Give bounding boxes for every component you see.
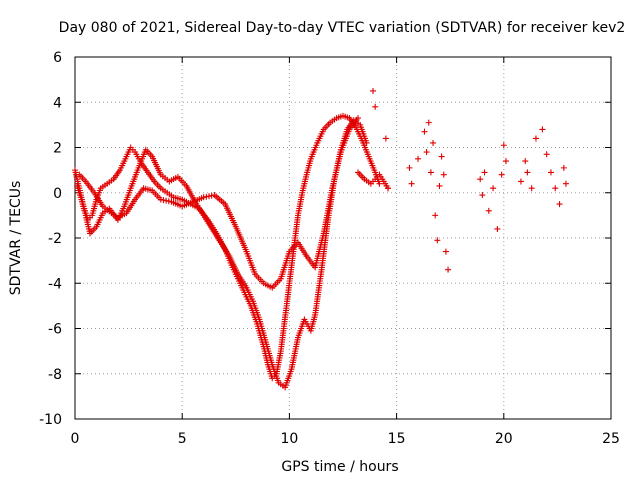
y-axis-tick-labels: -10 -8 -6 -4 -2 0 2 4 6 <box>39 50 62 428</box>
data-point <box>425 119 432 126</box>
data-point <box>528 185 535 192</box>
chart-grid <box>75 57 611 419</box>
y-axis-label: SDTVAR / TECUs <box>8 181 24 296</box>
data-point <box>532 135 539 142</box>
data-point <box>163 197 170 204</box>
data-point <box>432 212 439 219</box>
data-point <box>556 201 563 208</box>
data-point <box>436 182 443 189</box>
y-tick-label: 4 <box>53 95 62 111</box>
data-point <box>363 139 370 146</box>
data-point <box>485 207 492 214</box>
x-tick-label: 25 <box>602 431 620 447</box>
data-point <box>423 149 430 156</box>
y-tick-label: -4 <box>48 276 62 292</box>
x-tick-label: 0 <box>71 431 80 447</box>
data-point <box>408 180 415 187</box>
y-tick-label: 6 <box>53 50 62 66</box>
data-point <box>372 103 379 110</box>
y-tick-label: -8 <box>48 367 62 383</box>
data-point <box>382 135 389 142</box>
y-tick-label: -6 <box>48 322 62 338</box>
data-point <box>477 176 484 183</box>
data-point <box>165 198 172 205</box>
data-point <box>206 193 212 200</box>
data-point <box>524 169 531 176</box>
data-point <box>157 196 164 203</box>
x-tick-label: 10 <box>280 431 298 447</box>
data-point <box>502 158 509 165</box>
data-point <box>562 180 569 187</box>
data-point <box>406 164 413 171</box>
data-point <box>440 171 447 178</box>
data-point <box>355 115 362 122</box>
chart-title: Day 080 of 2021, Sidereal Day-to-day VTE… <box>59 20 626 36</box>
data-point <box>517 178 524 185</box>
data-point <box>543 151 550 158</box>
data-point <box>547 169 554 176</box>
y-tick-label: -2 <box>48 231 62 247</box>
data-point <box>490 185 497 192</box>
data-point <box>385 185 392 192</box>
data-point <box>494 225 501 232</box>
data-points <box>72 87 569 391</box>
y-tick-label: -10 <box>39 412 62 428</box>
data-point <box>370 87 377 94</box>
y-tick-label: 0 <box>53 186 62 202</box>
x-tick-label: 15 <box>388 431 406 447</box>
data-point <box>427 169 434 176</box>
y-tick-label: 2 <box>53 141 62 157</box>
data-point <box>421 128 428 135</box>
data-point <box>442 248 449 255</box>
data-point <box>430 139 437 146</box>
data-point <box>552 185 559 192</box>
data-point <box>203 193 210 200</box>
data-point <box>539 126 546 133</box>
x-axis-label: GPS time / hours <box>281 459 398 475</box>
data-point <box>160 197 167 204</box>
data-point <box>438 153 445 160</box>
x-tick-label: 5 <box>178 431 187 447</box>
data-point <box>560 164 567 171</box>
data-point <box>522 158 529 165</box>
x-axis-tick-labels: 0 5 10 15 20 25 <box>71 431 620 447</box>
data-point <box>376 180 383 187</box>
data-point <box>479 192 486 199</box>
data-point <box>415 155 422 162</box>
data-point <box>500 142 507 149</box>
data-point <box>498 171 505 178</box>
data-point <box>434 237 441 244</box>
data-point <box>445 266 452 273</box>
data-point <box>208 192 215 199</box>
data-point <box>481 169 488 176</box>
x-tick-label: 20 <box>495 431 513 447</box>
data-point <box>200 194 207 201</box>
